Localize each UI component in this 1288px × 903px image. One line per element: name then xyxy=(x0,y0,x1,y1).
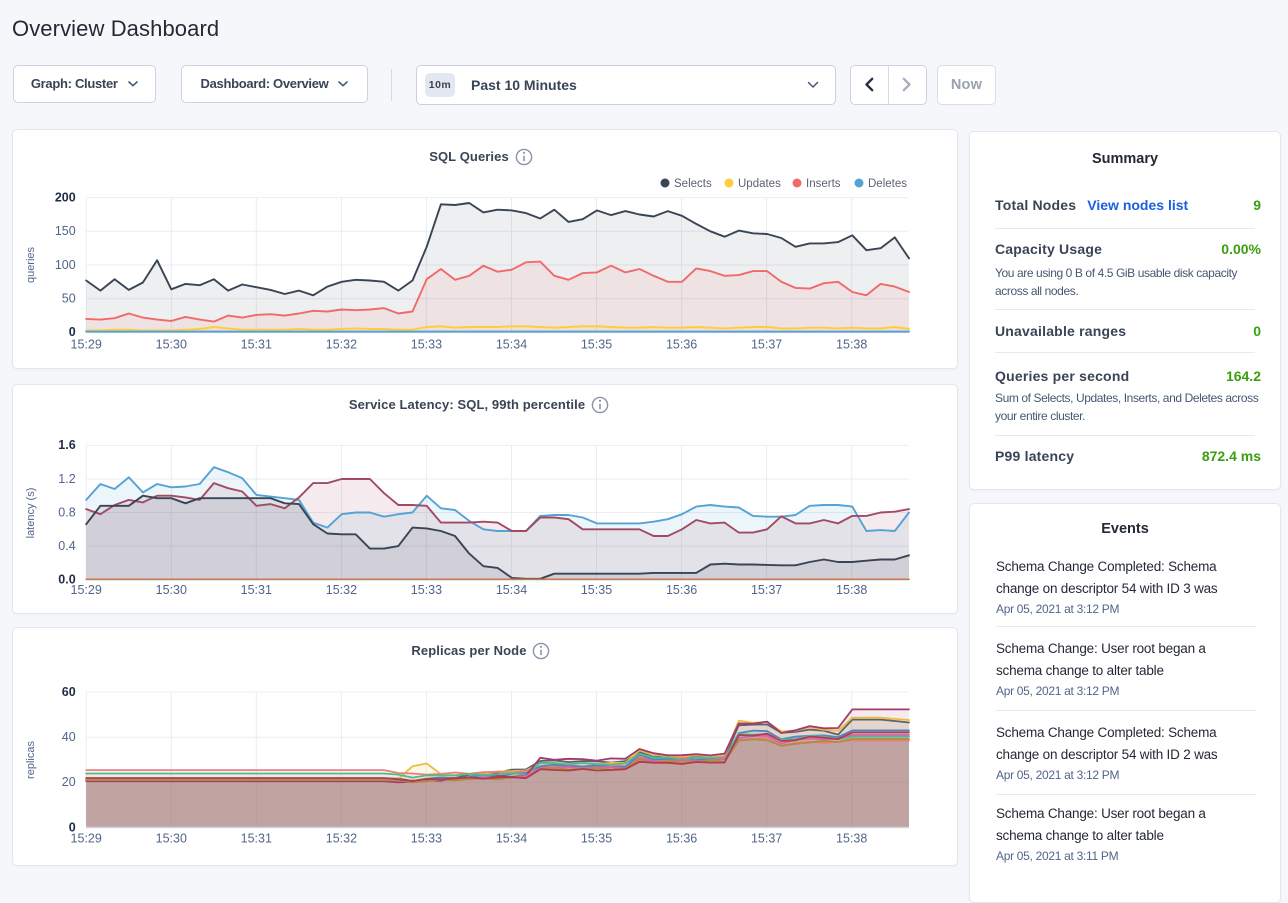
svg-text:latency (s): latency (s) xyxy=(25,488,37,539)
svg-text:15:29: 15:29 xyxy=(71,338,102,352)
svg-text:15:29: 15:29 xyxy=(71,583,102,597)
svg-text:Selects: Selects xyxy=(674,178,712,190)
svg-text:100: 100 xyxy=(55,258,76,272)
svg-text:Replicas per Node: Replicas per Node xyxy=(411,643,526,658)
svg-text:0.0: 0.0 xyxy=(58,572,75,586)
svg-text:15:33: 15:33 xyxy=(411,338,442,352)
svg-text:SQL Queries: SQL Queries xyxy=(429,149,509,164)
svg-text:0.4: 0.4 xyxy=(58,539,75,553)
svg-text:15:35: 15:35 xyxy=(581,583,612,597)
svg-text:15:37: 15:37 xyxy=(751,583,782,597)
svg-text:15:36: 15:36 xyxy=(666,338,697,352)
svg-text:15:34: 15:34 xyxy=(496,338,527,352)
svg-text:20: 20 xyxy=(62,775,76,789)
svg-text:1.6: 1.6 xyxy=(58,438,75,452)
svg-text:15:38: 15:38 xyxy=(836,338,867,352)
svg-text:0.8: 0.8 xyxy=(58,505,75,519)
svg-text:15:31: 15:31 xyxy=(241,583,272,597)
svg-text:15:30: 15:30 xyxy=(156,832,187,846)
svg-text:15:29: 15:29 xyxy=(71,832,102,846)
svg-text:replicas: replicas xyxy=(25,741,37,779)
svg-text:15:38: 15:38 xyxy=(836,583,867,597)
svg-text:15:30: 15:30 xyxy=(156,338,187,352)
svg-text:15:35: 15:35 xyxy=(581,338,612,352)
svg-text:15:32: 15:32 xyxy=(326,338,357,352)
svg-text:queries: queries xyxy=(25,246,37,283)
svg-text:15:36: 15:36 xyxy=(666,832,697,846)
svg-text:15:31: 15:31 xyxy=(241,338,272,352)
svg-text:15:33: 15:33 xyxy=(411,583,442,597)
svg-text:15:34: 15:34 xyxy=(496,832,527,846)
svg-text:15:30: 15:30 xyxy=(156,583,187,597)
svg-text:0: 0 xyxy=(69,820,76,834)
svg-text:15:37: 15:37 xyxy=(751,832,782,846)
svg-text:15:35: 15:35 xyxy=(581,832,612,846)
svg-text:15:33: 15:33 xyxy=(411,832,442,846)
svg-text:Deletes: Deletes xyxy=(868,178,907,190)
svg-text:50: 50 xyxy=(62,292,76,306)
svg-text:15:36: 15:36 xyxy=(666,583,697,597)
svg-text:15:32: 15:32 xyxy=(326,583,357,597)
svg-text:40: 40 xyxy=(62,730,76,744)
svg-text:15:31: 15:31 xyxy=(241,832,272,846)
svg-text:200: 200 xyxy=(55,190,76,204)
svg-text:60: 60 xyxy=(62,685,76,699)
svg-text:1.2: 1.2 xyxy=(58,472,75,486)
svg-text:15:34: 15:34 xyxy=(496,583,527,597)
svg-text:150: 150 xyxy=(55,224,76,238)
svg-text:0: 0 xyxy=(69,325,76,339)
svg-text:Updates: Updates xyxy=(738,178,781,190)
svg-text:15:38: 15:38 xyxy=(836,832,867,846)
svg-text:15:32: 15:32 xyxy=(326,832,357,846)
svg-text:15:37: 15:37 xyxy=(751,338,782,352)
svg-text:Service Latency: SQL, 99th per: Service Latency: SQL, 99th percentile xyxy=(349,397,585,412)
svg-text:Inserts: Inserts xyxy=(806,178,841,190)
